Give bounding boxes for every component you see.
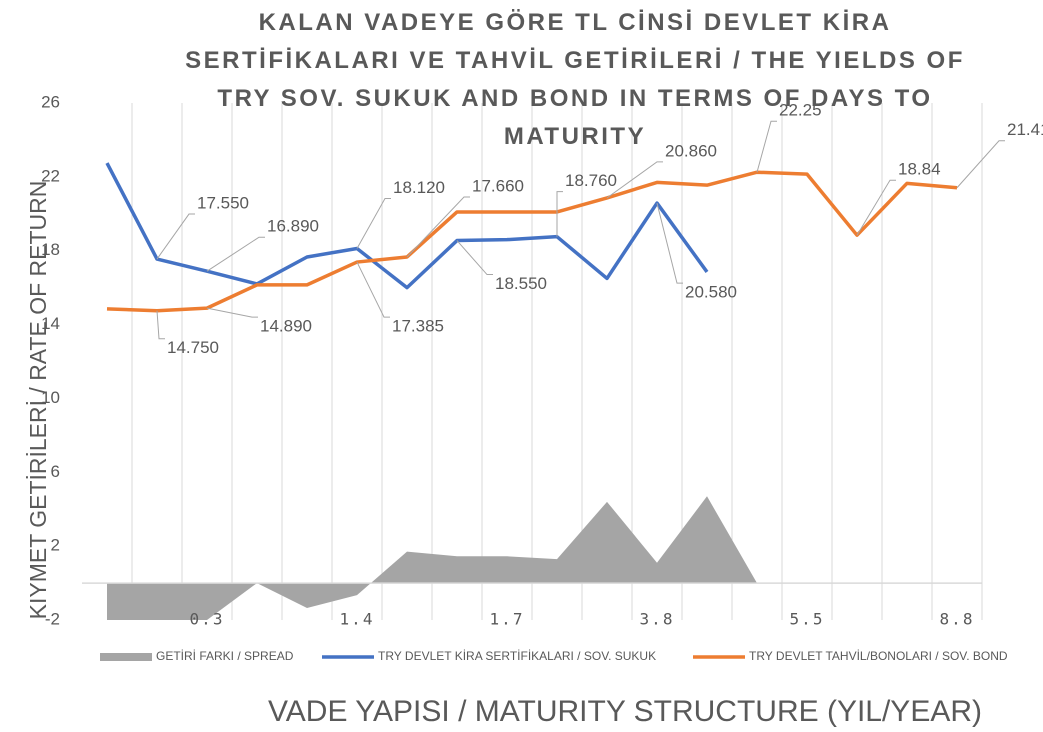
y-tick-label: 10 (41, 388, 60, 407)
data-label: 18.550 (495, 274, 547, 293)
leader-line (356, 197, 391, 249)
leader-line (206, 236, 265, 272)
legend-label: TRY DEVLET TAHVİL/BONOLARI / SOV. BOND (749, 649, 1008, 663)
data-label: 14.750 (167, 338, 219, 357)
x-tick-label: 5.5 (790, 610, 825, 629)
y-tick-label: 18 (41, 240, 60, 259)
leader-line (856, 179, 896, 236)
legend-label: GETİRİ FARKI / SPREAD (156, 649, 294, 663)
leader-line (756, 120, 777, 173)
x-tick-label: 0.3 (190, 610, 225, 629)
leader-line (206, 307, 258, 318)
data-label: 17.550 (197, 194, 249, 213)
x-tick-label: 8.8 (940, 610, 975, 629)
leader-line (556, 191, 563, 237)
leader-line (456, 240, 493, 276)
leader-line (406, 196, 470, 258)
leader-line (606, 161, 663, 199)
y-tick-label: -2 (45, 609, 60, 628)
data-label: 17.385 (392, 317, 444, 336)
leader-line (356, 261, 390, 318)
leader-line (656, 202, 683, 284)
y-tick-label: 22 (41, 166, 60, 185)
chart-title: KALAN VADEYE GÖRE TL CİNSİ DEVLET KİRA S… (185, 9, 965, 150)
leader-line (156, 310, 165, 340)
area (107, 496, 757, 620)
data-label: 18.84 (898, 160, 941, 179)
x-tick-label: 3.8 (640, 610, 675, 629)
leader-line (156, 213, 195, 260)
data-label: 20.860 (665, 141, 717, 160)
data-label: 14.890 (260, 317, 312, 336)
y-tick-label: 6 (51, 462, 60, 481)
legend-swatch (100, 653, 152, 661)
y-tick-label: 14 (41, 314, 60, 333)
x-tick-label: 1.4 (340, 610, 375, 629)
legend-label: TRY DEVLET KİRA SERTİFİKALARI / SOV. SUK… (378, 649, 656, 663)
data-label: 21.41 (1007, 120, 1043, 139)
y-tick-label: 26 (41, 92, 60, 111)
data-label: 22.25 (779, 101, 822, 120)
x-axis-title: VADE YAPISI / MATURITY STRUCTURE (YIL/YE… (268, 695, 982, 728)
data-label: 18.120 (393, 178, 445, 197)
y-axis-title: KIYMET GETİRİLERİ / RATE OF RETURN (25, 181, 51, 620)
data-label: 16.890 (267, 217, 319, 236)
data-label: 18.760 (565, 171, 617, 190)
x-tick-label: 1.7 (490, 610, 525, 629)
data-label: 20.580 (685, 283, 737, 302)
line (105, 162, 709, 290)
y-tick-label: 2 (51, 536, 60, 555)
leader-line (956, 140, 1005, 189)
line (106, 170, 958, 313)
data-label: 17.660 (472, 176, 524, 195)
